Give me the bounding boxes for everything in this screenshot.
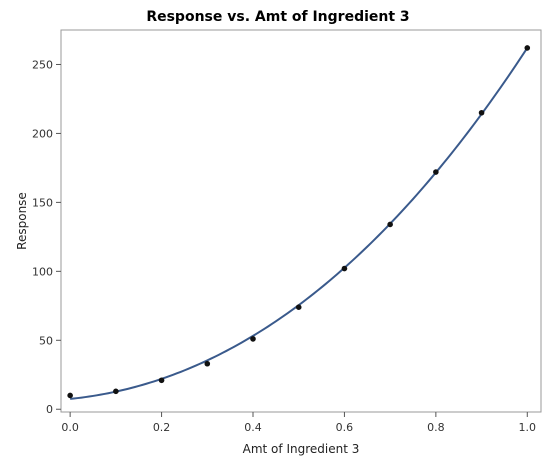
x-axis-label: Amt of Ingredient 3: [243, 442, 360, 456]
x-tick-label: 1.0: [519, 421, 537, 434]
data-point: [433, 169, 439, 175]
data-point: [341, 265, 348, 272]
x-tick-label: 0.2: [153, 421, 171, 434]
data-point: [478, 109, 485, 116]
data-point: [387, 221, 393, 228]
data-point: [524, 45, 531, 51]
data-point: [158, 377, 165, 384]
x-tick-label: 0.8: [427, 421, 445, 434]
y-tick-label: 250: [32, 58, 53, 71]
data-point: [204, 360, 211, 367]
data-point: [295, 304, 302, 310]
y-tick-label: 50: [39, 334, 53, 347]
plot-frame: [60, 29, 542, 413]
y-tick-label: 100: [32, 265, 53, 278]
x-tick-label: 0.0: [61, 421, 79, 434]
x-tick-label: 0.6: [336, 421, 354, 434]
x-axis: 0.0 0.2 0.4 0.6 0.8 1.0: [61, 412, 536, 434]
fit-curve-layer: [70, 47, 529, 400]
y-tick-label: 0: [46, 403, 53, 416]
x-tick-label: 0.4: [244, 421, 262, 434]
fit-curve: [70, 47, 529, 400]
y-axis: 0 50 100 150 200 250: [32, 58, 61, 416]
data-point: [250, 336, 256, 342]
chart-title: Response vs. Amt of Ingredient 3: [146, 9, 409, 25]
data-point: [113, 388, 119, 395]
data-point: [67, 392, 73, 399]
data-points-layer: [67, 45, 531, 399]
y-tick-label: 150: [32, 196, 53, 209]
y-tick-label: 200: [32, 127, 53, 140]
y-axis-label: Response: [15, 192, 29, 250]
